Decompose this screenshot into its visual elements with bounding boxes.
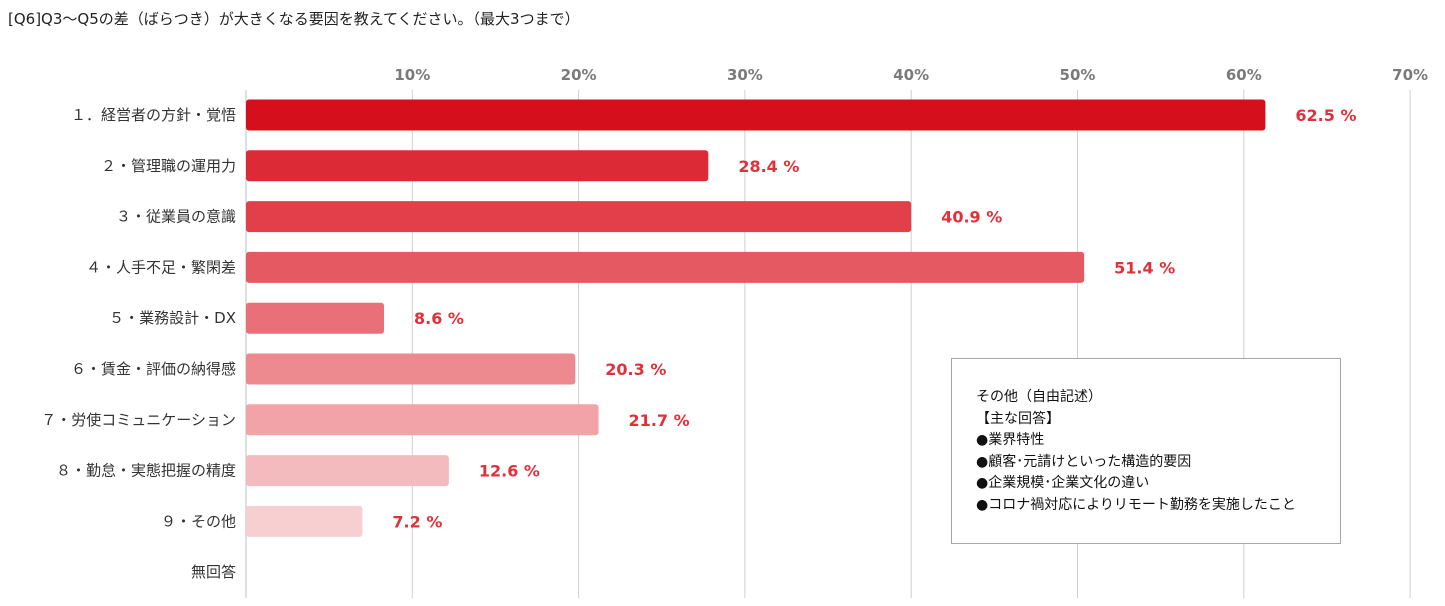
note-item: ●業界特性 [976,432,1045,448]
note-item: ●コロナ禍対応によりリモート勤務を実施したこと [976,496,1296,513]
x-tick-label: 10% [394,66,430,84]
x-tick-label: 30% [727,66,763,84]
bar [246,99,1266,131]
data-label: 12.6 % [479,462,540,481]
data-label: 8.6 % [414,309,464,328]
bar [246,353,576,385]
category-label: ６・賃金・評価の納得感 [71,360,236,378]
category-label: ３・従業員の意識 [116,208,236,226]
x-tick-label: 20% [561,66,597,84]
note-heading: その他（自由記述） [976,389,1102,405]
data-label: 21.7 % [629,411,690,430]
bar [246,404,599,436]
category-label: ５・業務設計・DX [109,309,236,327]
note-subheading: 【主な回答】 [976,410,1060,427]
free-text-note-box: その他（自由記述） 【主な回答】 ●業界特性 ●顧客･元請けといった構造的要因 … [951,358,1341,544]
category-label: ４・人手不足・繁閑差 [86,258,236,276]
category-label: １．経営者の方針・覚悟 [71,106,236,124]
category-label: ７・労使コミュニケーション [41,411,236,429]
data-label: 62.5 % [1295,106,1356,125]
bar [246,505,363,537]
data-label: 40.9 % [941,208,1002,227]
bar [246,251,1085,283]
bar [246,150,709,182]
x-tick-label: 60% [1226,66,1262,84]
chart-title: [Q6]Q3～Q5の差（ばらつき）が大きくなる要因を教えてください。（最大3つま… [8,10,580,28]
bar [246,302,385,334]
data-label: 51.4 % [1114,258,1175,277]
category-label: ２・管理職の運用力 [101,157,236,175]
category-label: ９・その他 [161,512,236,530]
bar [246,455,449,487]
x-tick-label: 50% [1060,66,1096,84]
bar [246,201,912,233]
note-item: ●顧客･元請けといった構造的要因 [976,453,1192,470]
x-tick-label: 40% [893,66,929,84]
data-label: 7.2 % [392,512,442,531]
data-label: 28.4 % [738,157,799,176]
data-label: 20.3 % [605,360,666,379]
note-item: ●企業規模･企業文化の違い [976,475,1150,491]
category-label: ８・勤怠・実態把握の精度 [56,462,236,480]
x-tick-label: 70% [1392,66,1428,84]
category-label: 無回答 [191,563,236,581]
